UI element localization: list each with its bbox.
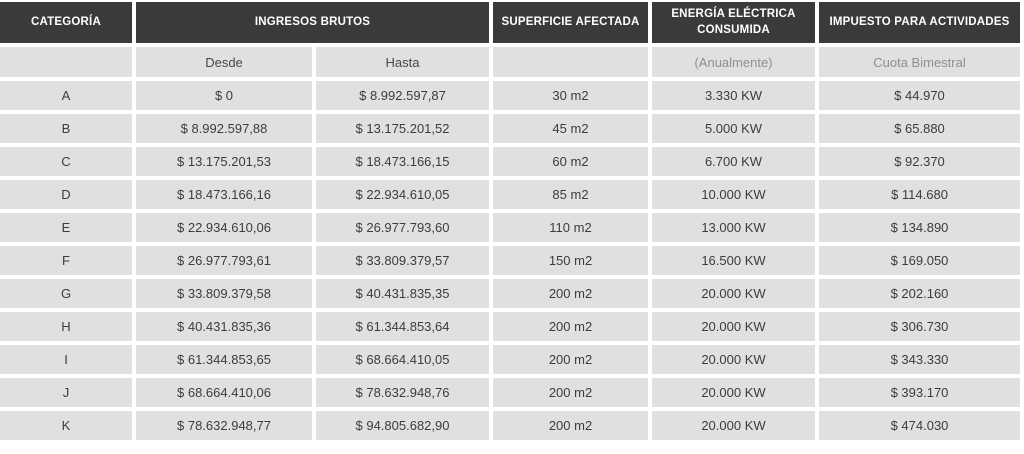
table-row: C $ 13.175.201,53 $ 18.473.166,15 60 m2 … xyxy=(0,147,1020,176)
cell-superficie: 110 m2 xyxy=(493,213,648,242)
cell-energia: 3.330 KW xyxy=(652,81,815,110)
cell-desde: $ 8.992.597,88 xyxy=(136,114,312,143)
cell-superficie: 200 m2 xyxy=(493,312,648,341)
cell-category: H xyxy=(0,312,132,341)
cell-hasta: $ 22.934.610,05 xyxy=(316,180,489,209)
cell-superficie: 200 m2 xyxy=(493,411,648,440)
cell-energia: 5.000 KW xyxy=(652,114,815,143)
cell-impuesto: $ 169.050 xyxy=(819,246,1020,275)
subheader-cuota-bimestral: Cuota Bimestral xyxy=(819,47,1020,77)
col-header-impuesto-actividades: IMPUESTO PARA ACTIVIDADES xyxy=(819,2,1020,43)
subheader-desde: Desde xyxy=(136,47,312,77)
cell-desde: $ 33.809.379,58 xyxy=(136,279,312,308)
table-row: G $ 33.809.379,58 $ 40.431.835,35 200 m2… xyxy=(0,279,1020,308)
table-row: F $ 26.977.793,61 $ 33.809.379,57 150 m2… xyxy=(0,246,1020,275)
cell-desde: $ 22.934.610,06 xyxy=(136,213,312,242)
cell-energia: 20.000 KW xyxy=(652,411,815,440)
cell-energia: 6.700 KW xyxy=(652,147,815,176)
cell-energia: 20.000 KW xyxy=(652,312,815,341)
cell-hasta: $ 18.473.166,15 xyxy=(316,147,489,176)
cell-superficie: 200 m2 xyxy=(493,378,648,407)
cell-desde: $ 26.977.793,61 xyxy=(136,246,312,275)
cell-category: C xyxy=(0,147,132,176)
cell-impuesto: $ 393.170 xyxy=(819,378,1020,407)
cell-impuesto: $ 306.730 xyxy=(819,312,1020,341)
cell-hasta: $ 26.977.793,60 xyxy=(316,213,489,242)
cell-energia: 10.000 KW xyxy=(652,180,815,209)
cell-energia: 16.500 KW xyxy=(652,246,815,275)
cell-category: A xyxy=(0,81,132,110)
cell-superficie: 200 m2 xyxy=(493,279,648,308)
col-header-energia-electrica: ENERGÍA ELÉCTRICA CONSUMIDA xyxy=(652,2,815,43)
cell-desde: $ 40.431.835,36 xyxy=(136,312,312,341)
col-header-superficie-afectada: SUPERFICIE AFECTADA xyxy=(493,2,648,43)
cell-energia: 20.000 KW xyxy=(652,378,815,407)
cell-desde: $ 13.175.201,53 xyxy=(136,147,312,176)
cell-superficie: 200 m2 xyxy=(493,345,648,374)
cell-category: D xyxy=(0,180,132,209)
table-row: B $ 8.992.597,88 $ 13.175.201,52 45 m2 5… xyxy=(0,114,1020,143)
cell-desde: $ 61.344.853,65 xyxy=(136,345,312,374)
cell-category: K xyxy=(0,411,132,440)
cell-energia: 20.000 KW xyxy=(652,279,815,308)
cell-desde: $ 0 xyxy=(136,81,312,110)
cell-impuesto: $ 92.370 xyxy=(819,147,1020,176)
cell-energia: 20.000 KW xyxy=(652,345,815,374)
cell-hasta: $ 8.992.597,87 xyxy=(316,81,489,110)
subheader-blank-categoria xyxy=(0,47,132,77)
table-row: D $ 18.473.166,16 $ 22.934.610,05 85 m2 … xyxy=(0,180,1020,209)
table-row: E $ 22.934.610,06 $ 26.977.793,60 110 m2… xyxy=(0,213,1020,242)
cell-impuesto: $ 65.880 xyxy=(819,114,1020,143)
cell-hasta: $ 61.344.853,64 xyxy=(316,312,489,341)
cell-superficie: 30 m2 xyxy=(493,81,648,110)
cell-category: F xyxy=(0,246,132,275)
cell-superficie: 45 m2 xyxy=(493,114,648,143)
cell-superficie: 85 m2 xyxy=(493,180,648,209)
cell-impuesto: $ 202.160 xyxy=(819,279,1020,308)
cell-impuesto: $ 114.680 xyxy=(819,180,1020,209)
cell-category: J xyxy=(0,378,132,407)
cell-impuesto: $ 134.890 xyxy=(819,213,1020,242)
table-row: K $ 78.632.948,77 $ 94.805.682,90 200 m2… xyxy=(0,411,1020,440)
cell-category: I xyxy=(0,345,132,374)
subheader-hasta: Hasta xyxy=(316,47,489,77)
cell-desde: $ 78.632.948,77 xyxy=(136,411,312,440)
cell-category: G xyxy=(0,279,132,308)
header-row: CATEGORÍA INGRESOS BRUTOS SUPERFICIE AFE… xyxy=(0,2,1020,43)
cell-hasta: $ 33.809.379,57 xyxy=(316,246,489,275)
table-row: I $ 61.344.853,65 $ 68.664.410,05 200 m2… xyxy=(0,345,1020,374)
cell-hasta: $ 13.175.201,52 xyxy=(316,114,489,143)
cell-category: E xyxy=(0,213,132,242)
subheader-anualmente: (Anualmente) xyxy=(652,47,815,77)
cell-energia: 13.000 KW xyxy=(652,213,815,242)
cell-hasta: $ 94.805.682,90 xyxy=(316,411,489,440)
cell-superficie: 60 m2 xyxy=(493,147,648,176)
cell-category: B xyxy=(0,114,132,143)
cell-superficie: 150 m2 xyxy=(493,246,648,275)
table-row: J $ 68.664.410,06 $ 78.632.948,76 200 m2… xyxy=(0,378,1020,407)
cell-desde: $ 68.664.410,06 xyxy=(136,378,312,407)
col-header-categoria: CATEGORÍA xyxy=(0,2,132,43)
cell-hasta: $ 78.632.948,76 xyxy=(316,378,489,407)
table-row: H $ 40.431.835,36 $ 61.344.853,64 200 m2… xyxy=(0,312,1020,341)
tax-categories-table: CATEGORÍA INGRESOS BRUTOS SUPERFICIE AFE… xyxy=(0,2,1020,440)
table-row: A $ 0 $ 8.992.597,87 30 m2 3.330 KW $ 44… xyxy=(0,81,1020,110)
subheader-row: Desde Hasta (Anualmente) Cuota Bimestral xyxy=(0,47,1020,77)
cell-impuesto: $ 343.330 xyxy=(819,345,1020,374)
cell-hasta: $ 40.431.835,35 xyxy=(316,279,489,308)
cell-hasta: $ 68.664.410,05 xyxy=(316,345,489,374)
cell-impuesto: $ 44.970 xyxy=(819,81,1020,110)
cell-impuesto: $ 474.030 xyxy=(819,411,1020,440)
cell-desde: $ 18.473.166,16 xyxy=(136,180,312,209)
col-header-ingresos-brutos: INGRESOS BRUTOS xyxy=(136,2,489,43)
subheader-blank-superficie xyxy=(493,47,648,77)
